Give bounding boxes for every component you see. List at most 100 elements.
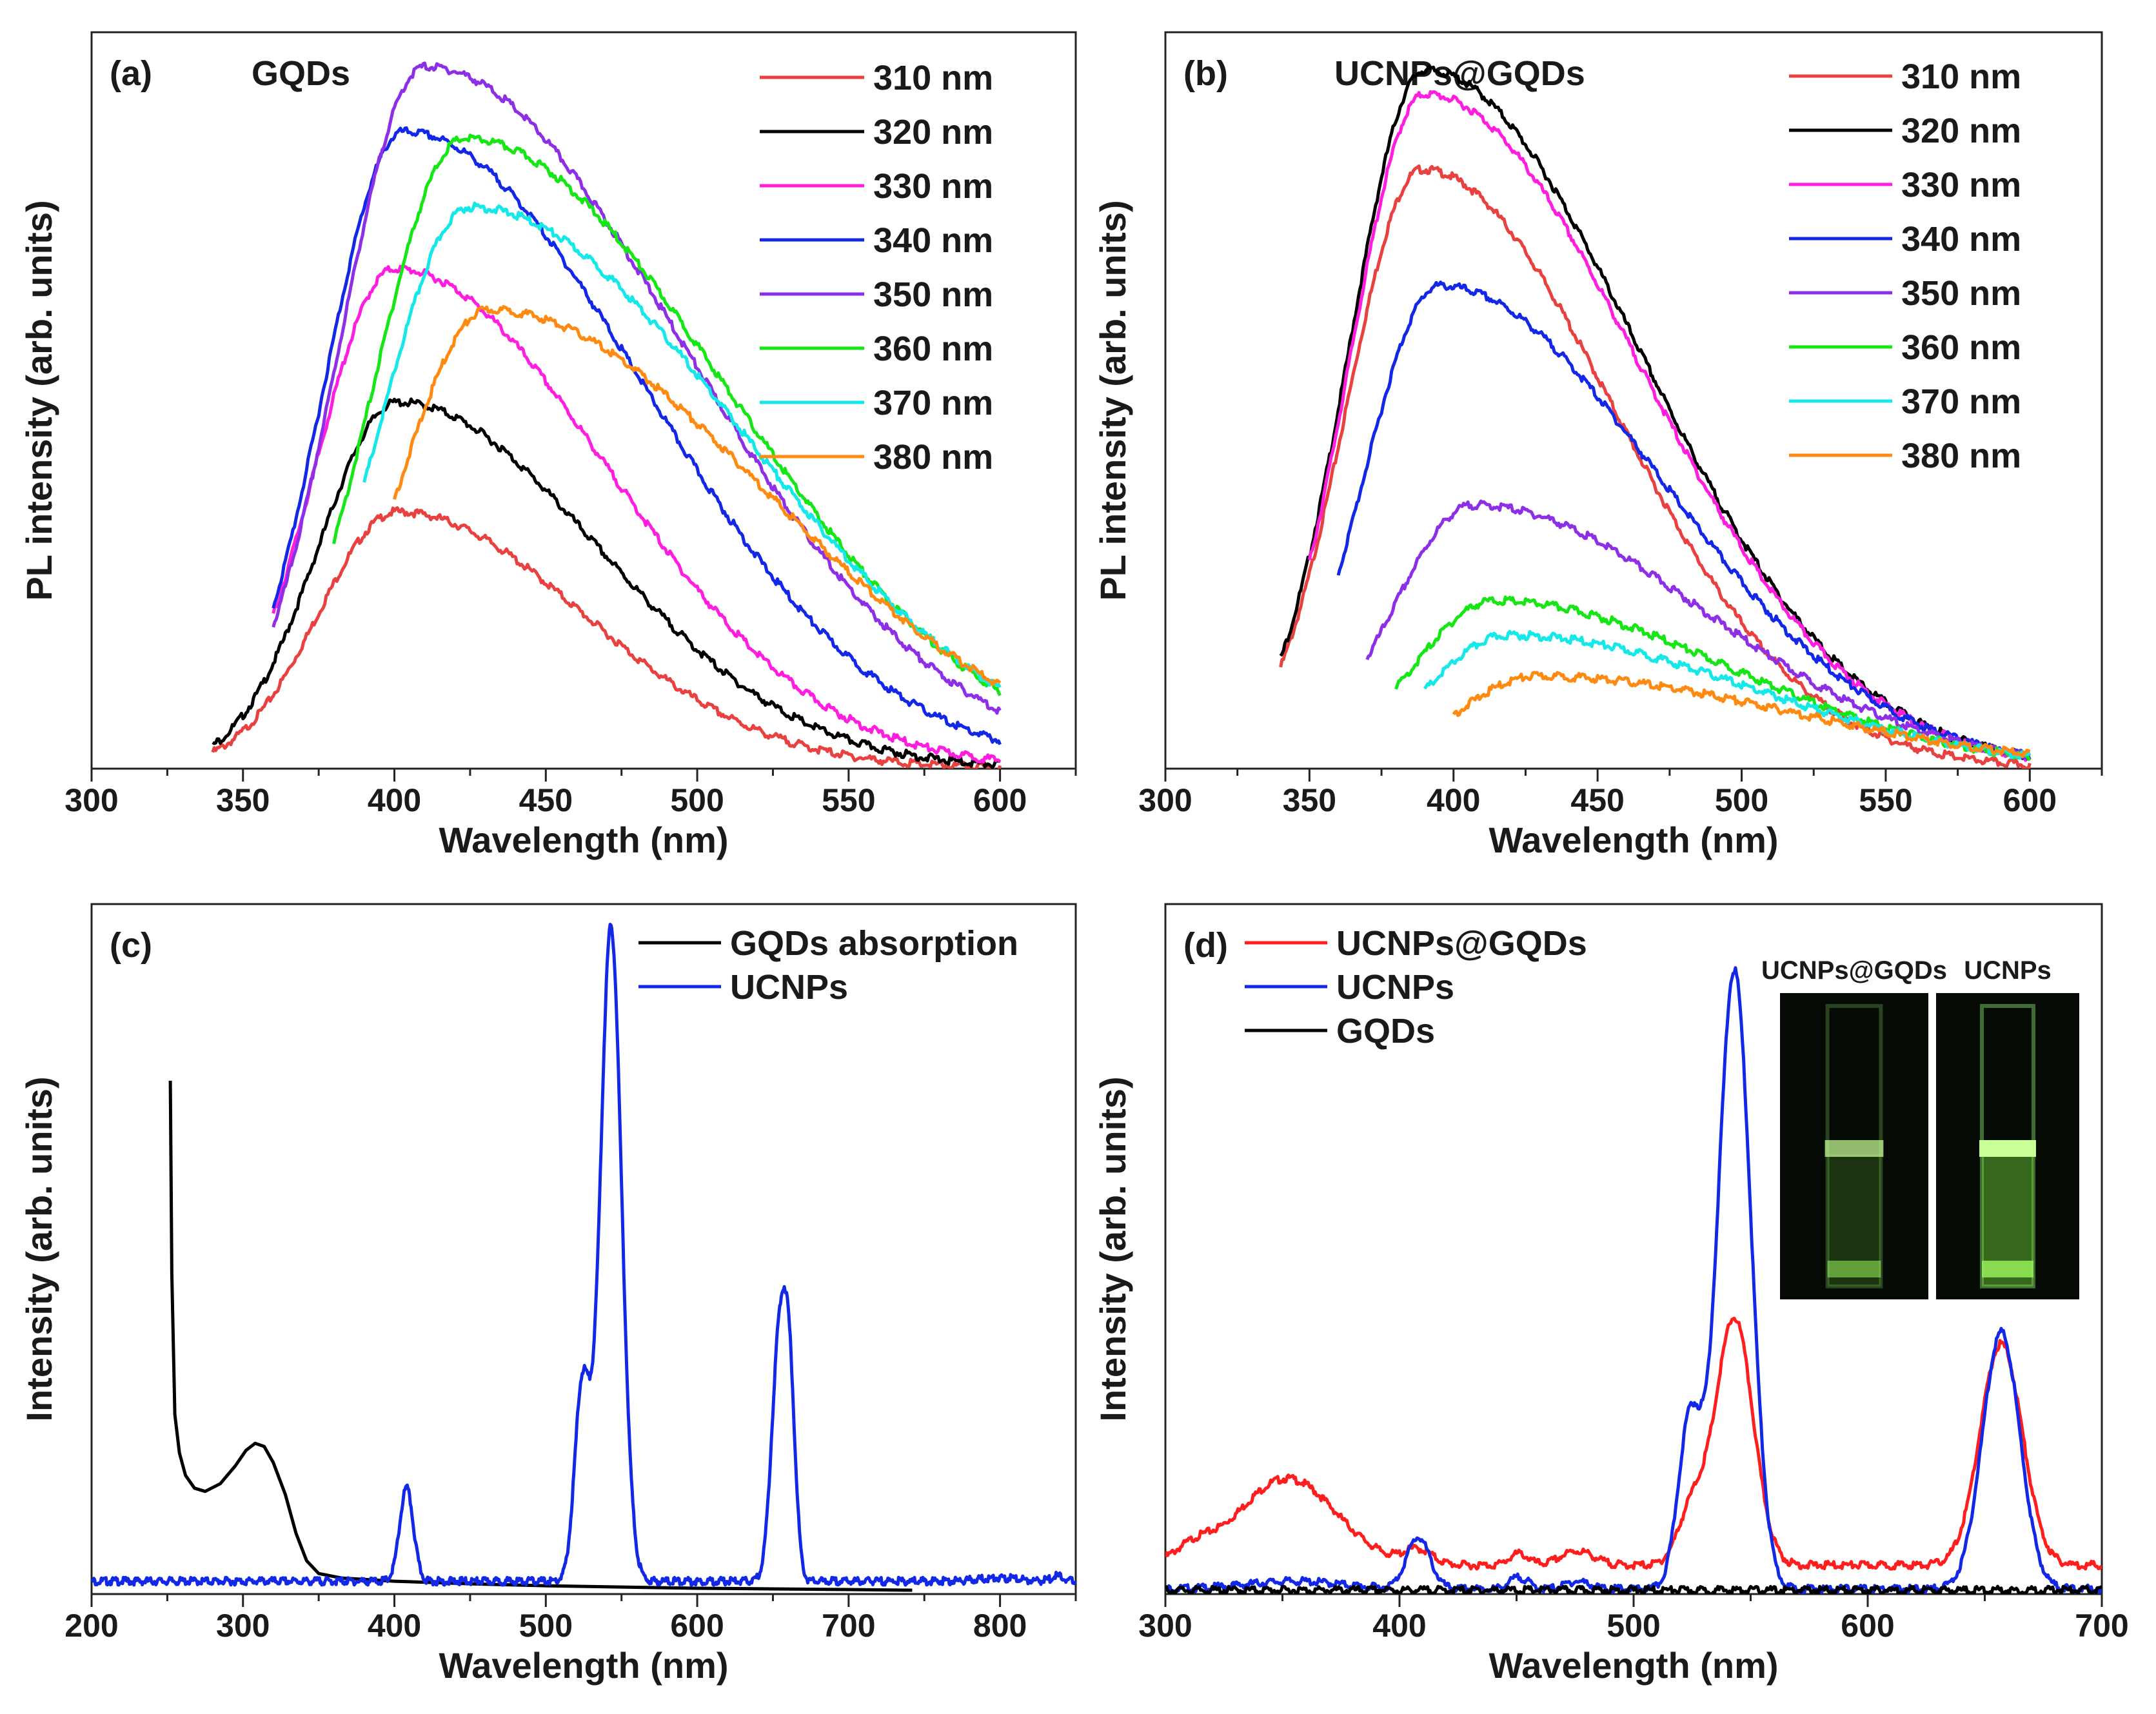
x-tick-label: 300	[1138, 782, 1192, 818]
cuvette-meniscus	[1825, 1140, 1884, 1157]
x-tick-label: 400	[1372, 1608, 1426, 1644]
legend-label: GQDs	[1336, 1012, 1435, 1050]
x-tick-label: 800	[973, 1608, 1027, 1644]
panel-label: (a)	[110, 54, 152, 93]
legend-label: 370 nm	[1901, 382, 2021, 421]
y-axis-label: Intensity (arb. units)	[1093, 1076, 1133, 1421]
panel-b: 300 350 400 450 500 550 600 Wavelength (nm) PL i…	[1093, 31, 2103, 860]
series-line-b-1	[1279, 64, 2030, 760]
panel-title: UCNPs@GQDs	[1334, 54, 1585, 93]
legend-label: 380 nm	[873, 438, 993, 477]
legend-label: 360 nm	[1901, 328, 2021, 367]
legend-label: 360 nm	[873, 330, 993, 368]
panel-label: (d)	[1183, 926, 1228, 965]
x-tick-label: 500	[1715, 782, 1768, 818]
series-line-b-7	[1452, 671, 2031, 758]
series-line-c-0	[168, 1080, 913, 1592]
x-tick-label: 200	[64, 1608, 118, 1644]
inset-label: UCNPs@GQDs	[1761, 956, 1947, 985]
x-tick-label: 350	[1283, 782, 1336, 818]
x-tick-label: 600	[973, 782, 1027, 818]
x-axis-label: Wavelength (nm)	[439, 1645, 728, 1686]
legend-label: UCNPs	[1336, 968, 1454, 1007]
legend-label: UCNPs	[730, 968, 848, 1007]
cuvette-bottom	[1982, 1261, 2033, 1277]
x-tick-label: 600	[670, 1608, 724, 1644]
x-tick-label: 350	[216, 782, 270, 818]
series-line-b-3	[1336, 281, 2032, 760]
x-axis-label: Wavelength (nm)	[1488, 820, 1778, 860]
series-line-a-2	[272, 264, 1002, 764]
series-line-c-1	[92, 923, 1076, 1587]
x-tick-label: 450	[519, 782, 573, 818]
legend: GQDs absorption UCNPs	[638, 924, 1018, 1007]
x-tick-label: 550	[822, 782, 875, 818]
series-line-a-7	[393, 305, 1002, 687]
panel-a: 300 350 400 450 500 550 600 Wavelength (nm) PL i…	[19, 31, 1077, 860]
series-line-d-1	[1165, 966, 2102, 1594]
legend-label: 330 nm	[873, 167, 993, 206]
panel-d: 300 400 500 600 700 Wavelength (nm) Intensity …	[1093, 903, 2129, 1686]
series-line-a-4	[272, 61, 1002, 715]
panel-c: 200 300 400 500 600 700 800 Wavelength (nm) Inte…	[19, 903, 1077, 1686]
legend-label: 340 nm	[1901, 220, 2021, 259]
x-tick-label: 450	[1570, 782, 1624, 818]
x-tick-label: 500	[670, 782, 724, 818]
series-line-d-2	[1165, 1584, 2102, 1594]
x-tick-label: 700	[2075, 1608, 2128, 1644]
legend-label: UCNPs@GQDs	[1336, 924, 1587, 963]
x-tick-label: 300	[1138, 1608, 1192, 1644]
legend-label: 350 nm	[873, 275, 993, 314]
cuvette-photo	[1936, 993, 2079, 1299]
series-group	[1165, 966, 2102, 1594]
x-axis-label: Wavelength (nm)	[439, 820, 728, 860]
x-tick-label: 400	[368, 782, 421, 818]
cuvette-meniscus	[1979, 1140, 2036, 1157]
legend: UCNPs@GQDs UCNPs GQDs	[1245, 924, 1587, 1050]
x-axis-label: Wavelength (nm)	[1488, 1645, 1778, 1686]
x-tick-label: 400	[1427, 782, 1480, 818]
cuvette-bottom	[1827, 1261, 1881, 1277]
x-tick-label: 600	[2003, 782, 2057, 818]
x-tick-label: 700	[822, 1608, 875, 1644]
x-tick-label: 550	[1859, 782, 1912, 818]
legend-label: 340 nm	[873, 221, 993, 260]
x-tick-label: 600	[1841, 1608, 1894, 1644]
series-line-d-0	[1165, 1316, 2102, 1571]
series-group	[92, 923, 1076, 1592]
legend-label: 370 nm	[873, 384, 993, 422]
panel-title: GQDs	[252, 54, 350, 93]
y-axis-label: PL intensity (arb. units)	[19, 200, 59, 600]
series-line-a-3	[272, 126, 1002, 745]
x-tick-label: 500	[519, 1608, 573, 1644]
panel-label: (c)	[110, 926, 152, 965]
series-line-b-4	[1365, 499, 2031, 761]
legend-label: 310 nm	[873, 59, 993, 97]
series-line-a-0	[211, 506, 1002, 769]
y-axis-label: PL intensity (arb. units)	[1093, 200, 1133, 600]
legend-label: 310 nm	[1901, 57, 2021, 96]
cuvette-photo	[1780, 993, 1928, 1299]
plot-frame	[90, 31, 1077, 770]
x-tick-label: 400	[368, 1608, 421, 1644]
series-group	[1279, 64, 2032, 769]
legend: 310 nm 320 nm 330 nm 340 nm 350 nm 360 nm 370 …	[1789, 57, 2021, 475]
series-line-b-0	[1279, 164, 2032, 769]
x-tick-label: 300	[64, 782, 118, 818]
legend-label: 380 nm	[1901, 437, 2021, 475]
legend-label: 350 nm	[1901, 274, 2021, 313]
x-tick-label: 500	[1607, 1608, 1660, 1644]
x-tick-label: 300	[216, 1608, 270, 1644]
plot-frame	[90, 903, 1077, 1595]
legend-label: 320 nm	[873, 113, 993, 152]
legend: 310 nm 320 nm 330 nm 340 nm 350 nm 360 nm 370 …	[760, 59, 993, 477]
legend-label: 320 nm	[1901, 112, 2021, 150]
legend-label: GQDs absorption	[730, 924, 1018, 963]
series-group	[211, 61, 1002, 769]
inset-photos: UCNPs@GQDs UCNPs	[1761, 956, 2079, 1299]
inset-label: UCNPs	[1964, 956, 2052, 985]
plot-frame	[1164, 31, 2103, 770]
series-line-a-1	[212, 397, 1000, 769]
legend-label: 330 nm	[1901, 166, 2021, 204]
